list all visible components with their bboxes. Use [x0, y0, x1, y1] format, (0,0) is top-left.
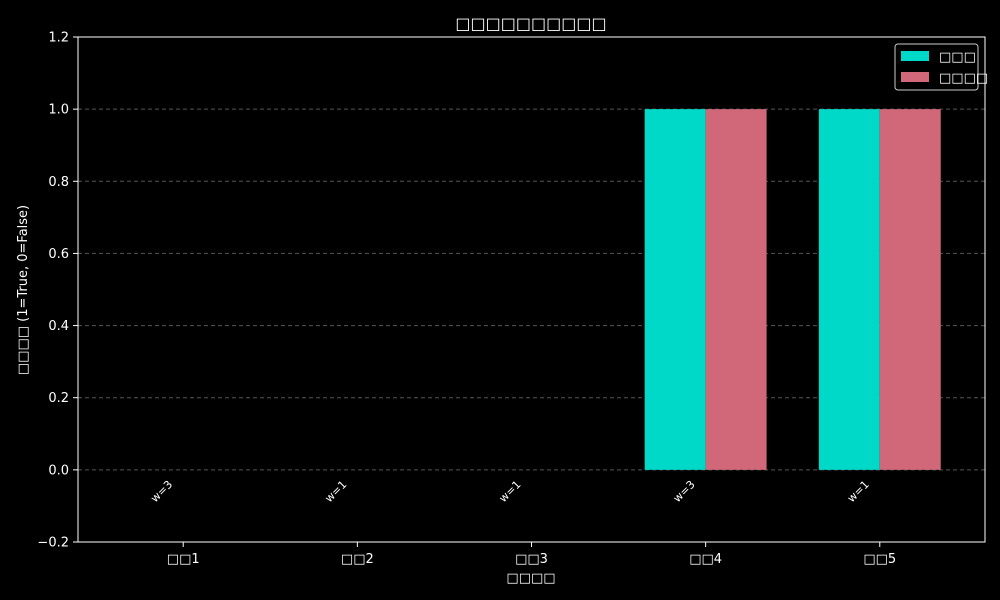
y-tick-label: −0.2 — [37, 536, 69, 551]
y-tick-label: 1.0 — [48, 103, 69, 118]
chart-title: □□□□□□□□□□ — [455, 14, 606, 33]
legend-swatch-series-1 — [901, 51, 929, 61]
bar-series-1 — [818, 109, 880, 470]
y-tick-label: 0.0 — [48, 463, 69, 478]
y-tick-label: 0.6 — [48, 247, 69, 262]
x-axis-title: □□□□ — [506, 571, 555, 586]
y-tick-label: 0.4 — [48, 319, 69, 334]
bar-series-1 — [644, 109, 706, 470]
y-axis-title: □□□□ (1=True, 0=False) — [16, 205, 31, 375]
legend-swatch-series-2 — [901, 72, 929, 82]
x-tick-label: □□5 — [863, 552, 896, 567]
y-tick-label: 0.2 — [48, 391, 69, 406]
bar-series-2 — [705, 109, 767, 470]
bars — [644, 109, 941, 470]
legend-label-series-1: □□□ — [939, 50, 976, 65]
x-tick-label: □□4 — [689, 552, 722, 567]
y-tick-label: 0.8 — [48, 175, 69, 190]
x-tick-label: □□3 — [515, 552, 548, 567]
y-axis: −0.2 0.0 0.2 0.4 0.6 0.8 1.0 1.2 — [37, 31, 78, 551]
bar-series-2 — [879, 109, 941, 470]
legend: □□□ □□□□ — [894, 43, 988, 91]
x-tick-label: □□2 — [341, 552, 374, 567]
legend-label-series-2: □□□□ — [939, 71, 988, 86]
x-tick-label: □□1 — [167, 552, 200, 567]
x-axis: □□1 □□2 □□3 □□4 □□5 — [167, 542, 896, 567]
y-tick-label: 1.2 — [48, 31, 69, 46]
